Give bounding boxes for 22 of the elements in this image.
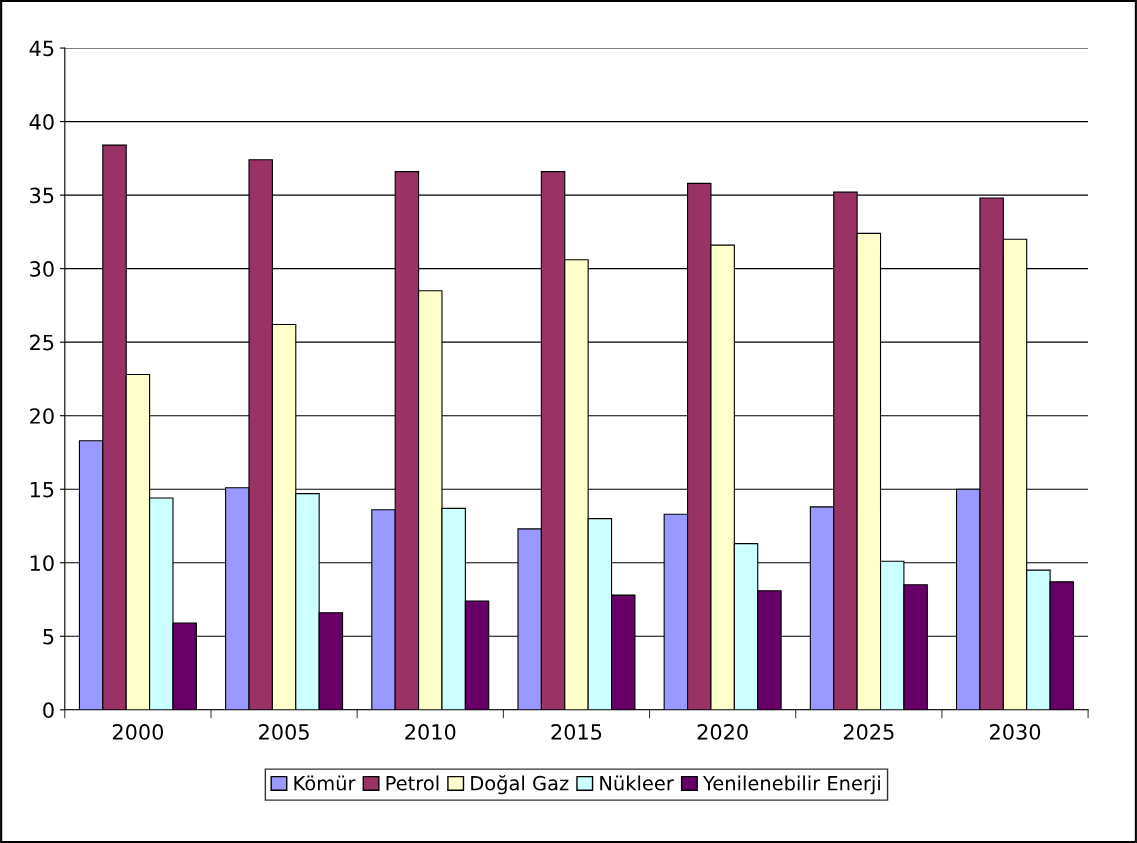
x-tick-label: 2025 — [843, 724, 894, 740]
y-tick-label: 20 — [30, 408, 54, 424]
x-tick-label: 2000 — [112, 724, 164, 740]
x-tick-label: 2010 — [405, 724, 456, 740]
legend-label: Kömür — [294, 775, 356, 791]
y-tick-label: 35 — [30, 187, 54, 204]
y-tick-label: 5 — [43, 629, 54, 645]
legend-label: Nükleer — [600, 775, 674, 791]
legend-label: Doğal Gaz — [471, 774, 569, 795]
y-tick-label: 15 — [30, 481, 54, 498]
legend-label: Yenilenebilir Enerji — [702, 775, 880, 795]
y-tick-label: 25 — [30, 334, 54, 351]
y-tick-label: 45 — [29, 40, 54, 57]
legend-label: Petrol — [386, 775, 439, 791]
x-tick-label: 2020 — [697, 724, 748, 740]
y-tick-label: 40 — [29, 114, 54, 130]
x-tick-label: 2015 — [551, 724, 602, 740]
x-tick-label: 2030 — [990, 724, 1041, 740]
x-tick-label: 2005 — [259, 724, 309, 740]
y-tick-label: 10 — [30, 555, 54, 571]
y-tick-label: 30 — [30, 261, 54, 277]
y-tick-label: 0 — [43, 702, 54, 719]
